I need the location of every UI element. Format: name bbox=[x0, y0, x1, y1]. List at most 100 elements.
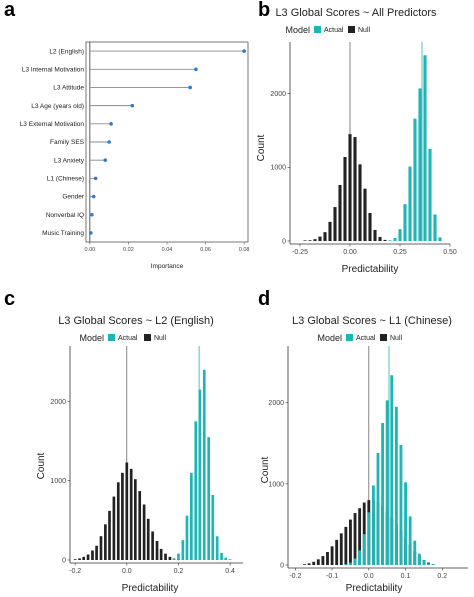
panel-b-actual-bar bbox=[403, 204, 407, 241]
panel-b-xlabel: Predictability bbox=[342, 264, 399, 275]
panel-b-null-bar bbox=[303, 240, 307, 241]
panel-b-actual-bar bbox=[418, 88, 422, 241]
panel-b-null-bar bbox=[353, 137, 357, 241]
panel-a-category-label: L3 External Motivation bbox=[20, 121, 85, 128]
panel-c-marks: -0.2 0.0 0.2 0.4 0 1000 2000 bbox=[50, 346, 243, 575]
panel-d-actual-bar bbox=[385, 400, 389, 565]
panel-c-null-bar bbox=[82, 556, 86, 560]
panel-a-dot bbox=[109, 122, 113, 126]
panel-a-category-label: L3 Anxiety bbox=[54, 157, 85, 164]
panel-a-category-label: Music Training bbox=[42, 230, 84, 237]
panel-c-ytick-label: 0 bbox=[62, 557, 66, 564]
panel-c-null-bar bbox=[104, 524, 107, 560]
panel-a-xtick-label: 0.06 bbox=[200, 247, 211, 253]
panel-b-null-bar bbox=[348, 134, 352, 241]
panel-d-ylabel: Count bbox=[260, 456, 271, 483]
panel-c-ytick-label: 1000 bbox=[50, 478, 66, 485]
panel-c-legend-swatch-null bbox=[144, 334, 151, 341]
panel-letter-a: a bbox=[4, 0, 16, 21]
panel-c-actual-bar bbox=[211, 495, 215, 560]
panel-letter-d: d bbox=[258, 288, 270, 310]
panel-c-null-bar bbox=[133, 479, 137, 560]
panel-a-category-label: Gender bbox=[62, 194, 85, 201]
panel-c-null-bar bbox=[112, 496, 116, 560]
panel-b-ytick-label: 0 bbox=[282, 238, 286, 245]
panel-b-null-bar bbox=[308, 240, 312, 241]
panel-c-null-bar bbox=[146, 518, 150, 560]
panel-c-actual-bar bbox=[198, 389, 202, 560]
panel-c-actual-bar bbox=[220, 552, 223, 560]
panel-b-null-bar bbox=[368, 212, 372, 241]
panel-c-null-bar bbox=[91, 550, 94, 560]
panel-d-null-bar bbox=[353, 513, 357, 565]
panel-c-xtick-label: 0.0 bbox=[122, 568, 132, 575]
panel-a-dot bbox=[89, 212, 94, 217]
panel-d-xtick-label: -0.1 bbox=[326, 573, 338, 580]
panel-d-null-bar bbox=[339, 533, 343, 565]
panel-d-histogram: L3 Global Scores ~ L1 (Chinese) Model Ac… bbox=[260, 315, 468, 594]
panel-a-category-label: Family SES bbox=[50, 139, 85, 146]
panel-b-actual-bar bbox=[423, 55, 427, 242]
panel-d-ytick-label: 2000 bbox=[268, 400, 284, 407]
panel-a-xtick-label: 0.04 bbox=[162, 247, 173, 253]
panel-d-null-bar bbox=[335, 539, 339, 565]
panel-c-null-bar bbox=[108, 510, 111, 560]
panel-c-null-bar bbox=[138, 491, 142, 560]
panel-d-null-bar bbox=[362, 502, 366, 565]
panel-c-xtick-label: 0.4 bbox=[225, 568, 235, 575]
panel-d-actual-bar bbox=[394, 406, 398, 565]
panel-d-null-bar bbox=[303, 564, 306, 565]
panel-d-legend-null: Null bbox=[390, 335, 403, 342]
panel-d-legend: Model Actual Null bbox=[317, 333, 402, 343]
panel-c-null-bar bbox=[129, 468, 133, 560]
panel-b-null-bar bbox=[323, 232, 327, 241]
panel-b-xtick-label: 0.25 bbox=[393, 249, 407, 256]
panel-b-legend-title: Model bbox=[285, 25, 310, 35]
panel-a-xtick-label: 0.02 bbox=[123, 247, 134, 253]
panel-b-actual-bar bbox=[388, 240, 392, 241]
panel-c-legend-swatch-actual bbox=[108, 334, 115, 341]
panel-c-xtick-label: -0.2 bbox=[69, 568, 81, 575]
panel-b-legend-swatch-null bbox=[348, 26, 355, 33]
panel-b-xtick-label: 0.50 bbox=[443, 249, 457, 256]
panel-a-marks: L2 (English) L3 Internal Motivation L3 Att… bbox=[20, 42, 250, 253]
panel-d-actual-bar bbox=[353, 558, 357, 565]
panel-b-actual-bar bbox=[398, 229, 402, 241]
panel-d-legend-swatch-null bbox=[380, 334, 387, 341]
panel-b-null-bar bbox=[363, 188, 367, 241]
panel-b-ylabel: Count bbox=[256, 134, 267, 161]
panel-c-null-bar bbox=[159, 548, 163, 560]
panel-c-null-bar bbox=[78, 558, 81, 560]
panel-c-null-bar bbox=[125, 462, 129, 560]
panel-b-actual-bar bbox=[438, 237, 442, 241]
panel-c-actual-bar bbox=[215, 536, 219, 560]
panel-d-marks: -0.2 -0.1 0.0 0.1 0.2 0 1000 2000 bbox=[268, 346, 468, 580]
panel-b-ytick-label: 1000 bbox=[270, 165, 286, 172]
panel-b-null-bar bbox=[333, 207, 337, 241]
panel-c-actual-bar bbox=[228, 559, 232, 560]
panel-d-actual-bar bbox=[371, 485, 375, 565]
panel-b-null-bar bbox=[343, 156, 347, 241]
panel-c-actual-bar bbox=[207, 437, 210, 560]
panel-d-null-bar bbox=[358, 508, 362, 565]
panel-a-dot bbox=[194, 67, 198, 72]
panel-b-xtick-label: -0.25 bbox=[292, 249, 308, 256]
panel-a-dot bbox=[107, 140, 111, 144]
panel-a-xlabel: Importance bbox=[151, 263, 184, 270]
panel-d-actual-bar bbox=[399, 444, 403, 565]
panel-letter-c: c bbox=[4, 288, 15, 310]
panel-d-xtick-label: 0.0 bbox=[364, 573, 374, 580]
panel-c-null-bar bbox=[86, 554, 90, 560]
panel-a-category-label: L3 Internal Motivation bbox=[22, 66, 85, 73]
panel-d-actual-bar bbox=[431, 564, 435, 565]
panel-d-legend-title: Model bbox=[317, 333, 342, 343]
panel-b-actual-bar bbox=[408, 166, 412, 241]
panel-d-actual-bar bbox=[413, 540, 417, 565]
panel-b-null-bar bbox=[378, 236, 382, 241]
panel-b-legend: Model Actual Null bbox=[285, 25, 370, 35]
panel-b-null-bar bbox=[328, 221, 332, 241]
panel-d-legend-actual: Actual bbox=[356, 335, 376, 342]
panel-d-actual-bar bbox=[404, 482, 407, 565]
panel-a-category-label: L3 Attitude bbox=[53, 85, 84, 92]
panel-d-null-bar bbox=[316, 559, 320, 565]
